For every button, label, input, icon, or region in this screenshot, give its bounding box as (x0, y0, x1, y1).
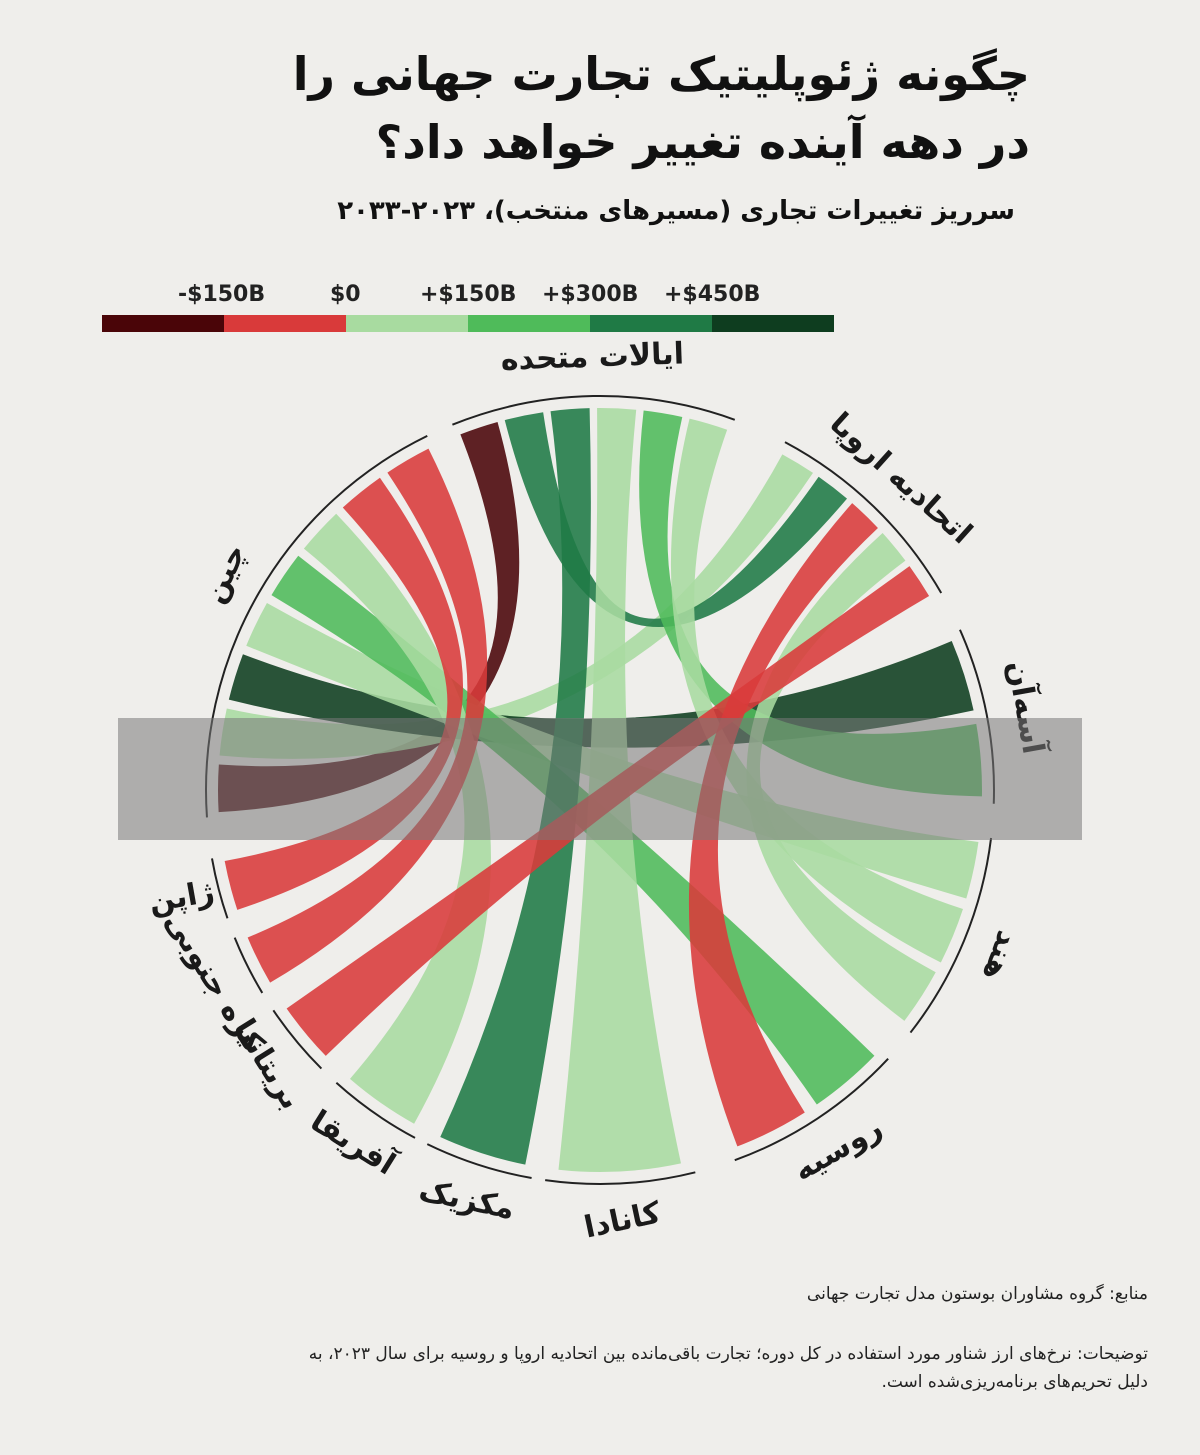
region-arc-1 (784, 441, 943, 594)
legend-label-neg150: -$150B (178, 282, 266, 307)
region-label-7: آفریقا (304, 1102, 403, 1183)
legend-swatch-1 (224, 315, 346, 332)
region-arc-10 (211, 858, 229, 919)
legend-swatch-0 (102, 315, 224, 332)
region-arc-9 (233, 937, 264, 994)
watermark-band (118, 718, 1082, 840)
legend-label-300: +$300B (542, 282, 639, 307)
chart-subtitle: سرریز تغییرات تجاری (مسیرهای منتخب)، ۲۰۲… (337, 196, 1015, 226)
ribbon-6 (504, 412, 848, 628)
region-arc-8 (272, 1009, 323, 1070)
legend-label-450: +$450B (664, 282, 761, 307)
region-label-9: کره جنوبی (157, 906, 271, 1059)
explanation-note: توضیحات: نرخ‌های ارز شناور مورد استفاده … (48, 1340, 1148, 1396)
page-title: چگونه ژئوپلیتیک تجارت جهانی را در دهه آی… (130, 40, 1030, 176)
region-arcs (205, 395, 995, 1185)
legend-color-scale (102, 315, 834, 332)
legend-label-zero: $0 (330, 282, 361, 307)
region-arc-4 (734, 1058, 889, 1162)
legend-label-150: +$150B (420, 282, 517, 307)
legend-swatch-4 (590, 315, 712, 332)
region-arc-0 (452, 395, 736, 426)
ribbon-14 (247, 448, 488, 983)
sources-note: منابع: گروه مشاوران بوستون مدل تجارت جها… (806, 1284, 1148, 1304)
region-arc-3 (909, 837, 993, 1034)
region-arc-6 (426, 1143, 532, 1179)
region-arc-7 (335, 1082, 416, 1139)
legend-labels: -$150B $0 +$150B +$300B +$450B (102, 282, 834, 310)
region-label-11: چین (196, 539, 253, 609)
region-label-4: روسیه (788, 1110, 889, 1188)
region-arc-5 (545, 1171, 696, 1185)
region-label-6: مکزیک (416, 1173, 518, 1227)
ribbon-10 (670, 418, 963, 963)
region-label-5: کانادا (581, 1195, 664, 1245)
explanation-line-1: توضیحات: نرخ‌های ارز شناور مورد استفاده … (308, 1344, 1148, 1364)
region-label-3: هند (975, 926, 1025, 985)
ribbon-7 (440, 408, 591, 1165)
title-line-1: چگونه ژئوپلیتیک تجارت جهانی را (292, 47, 1030, 101)
region-label-0: ایالات متحده (500, 340, 684, 378)
legend-swatch-5 (712, 315, 834, 332)
explanation-line-2: دلیل تحریم‌های برنامه‌ریزی‌شده است. (881, 1372, 1148, 1392)
region-label-10: ژاپن (146, 874, 217, 920)
legend-swatch-3 (468, 315, 590, 332)
title-line-2: در دهه آینده تغییر خواهد داد؟ (375, 115, 1030, 169)
legend-swatch-2 (346, 315, 468, 332)
ribbon-11 (688, 503, 878, 1147)
